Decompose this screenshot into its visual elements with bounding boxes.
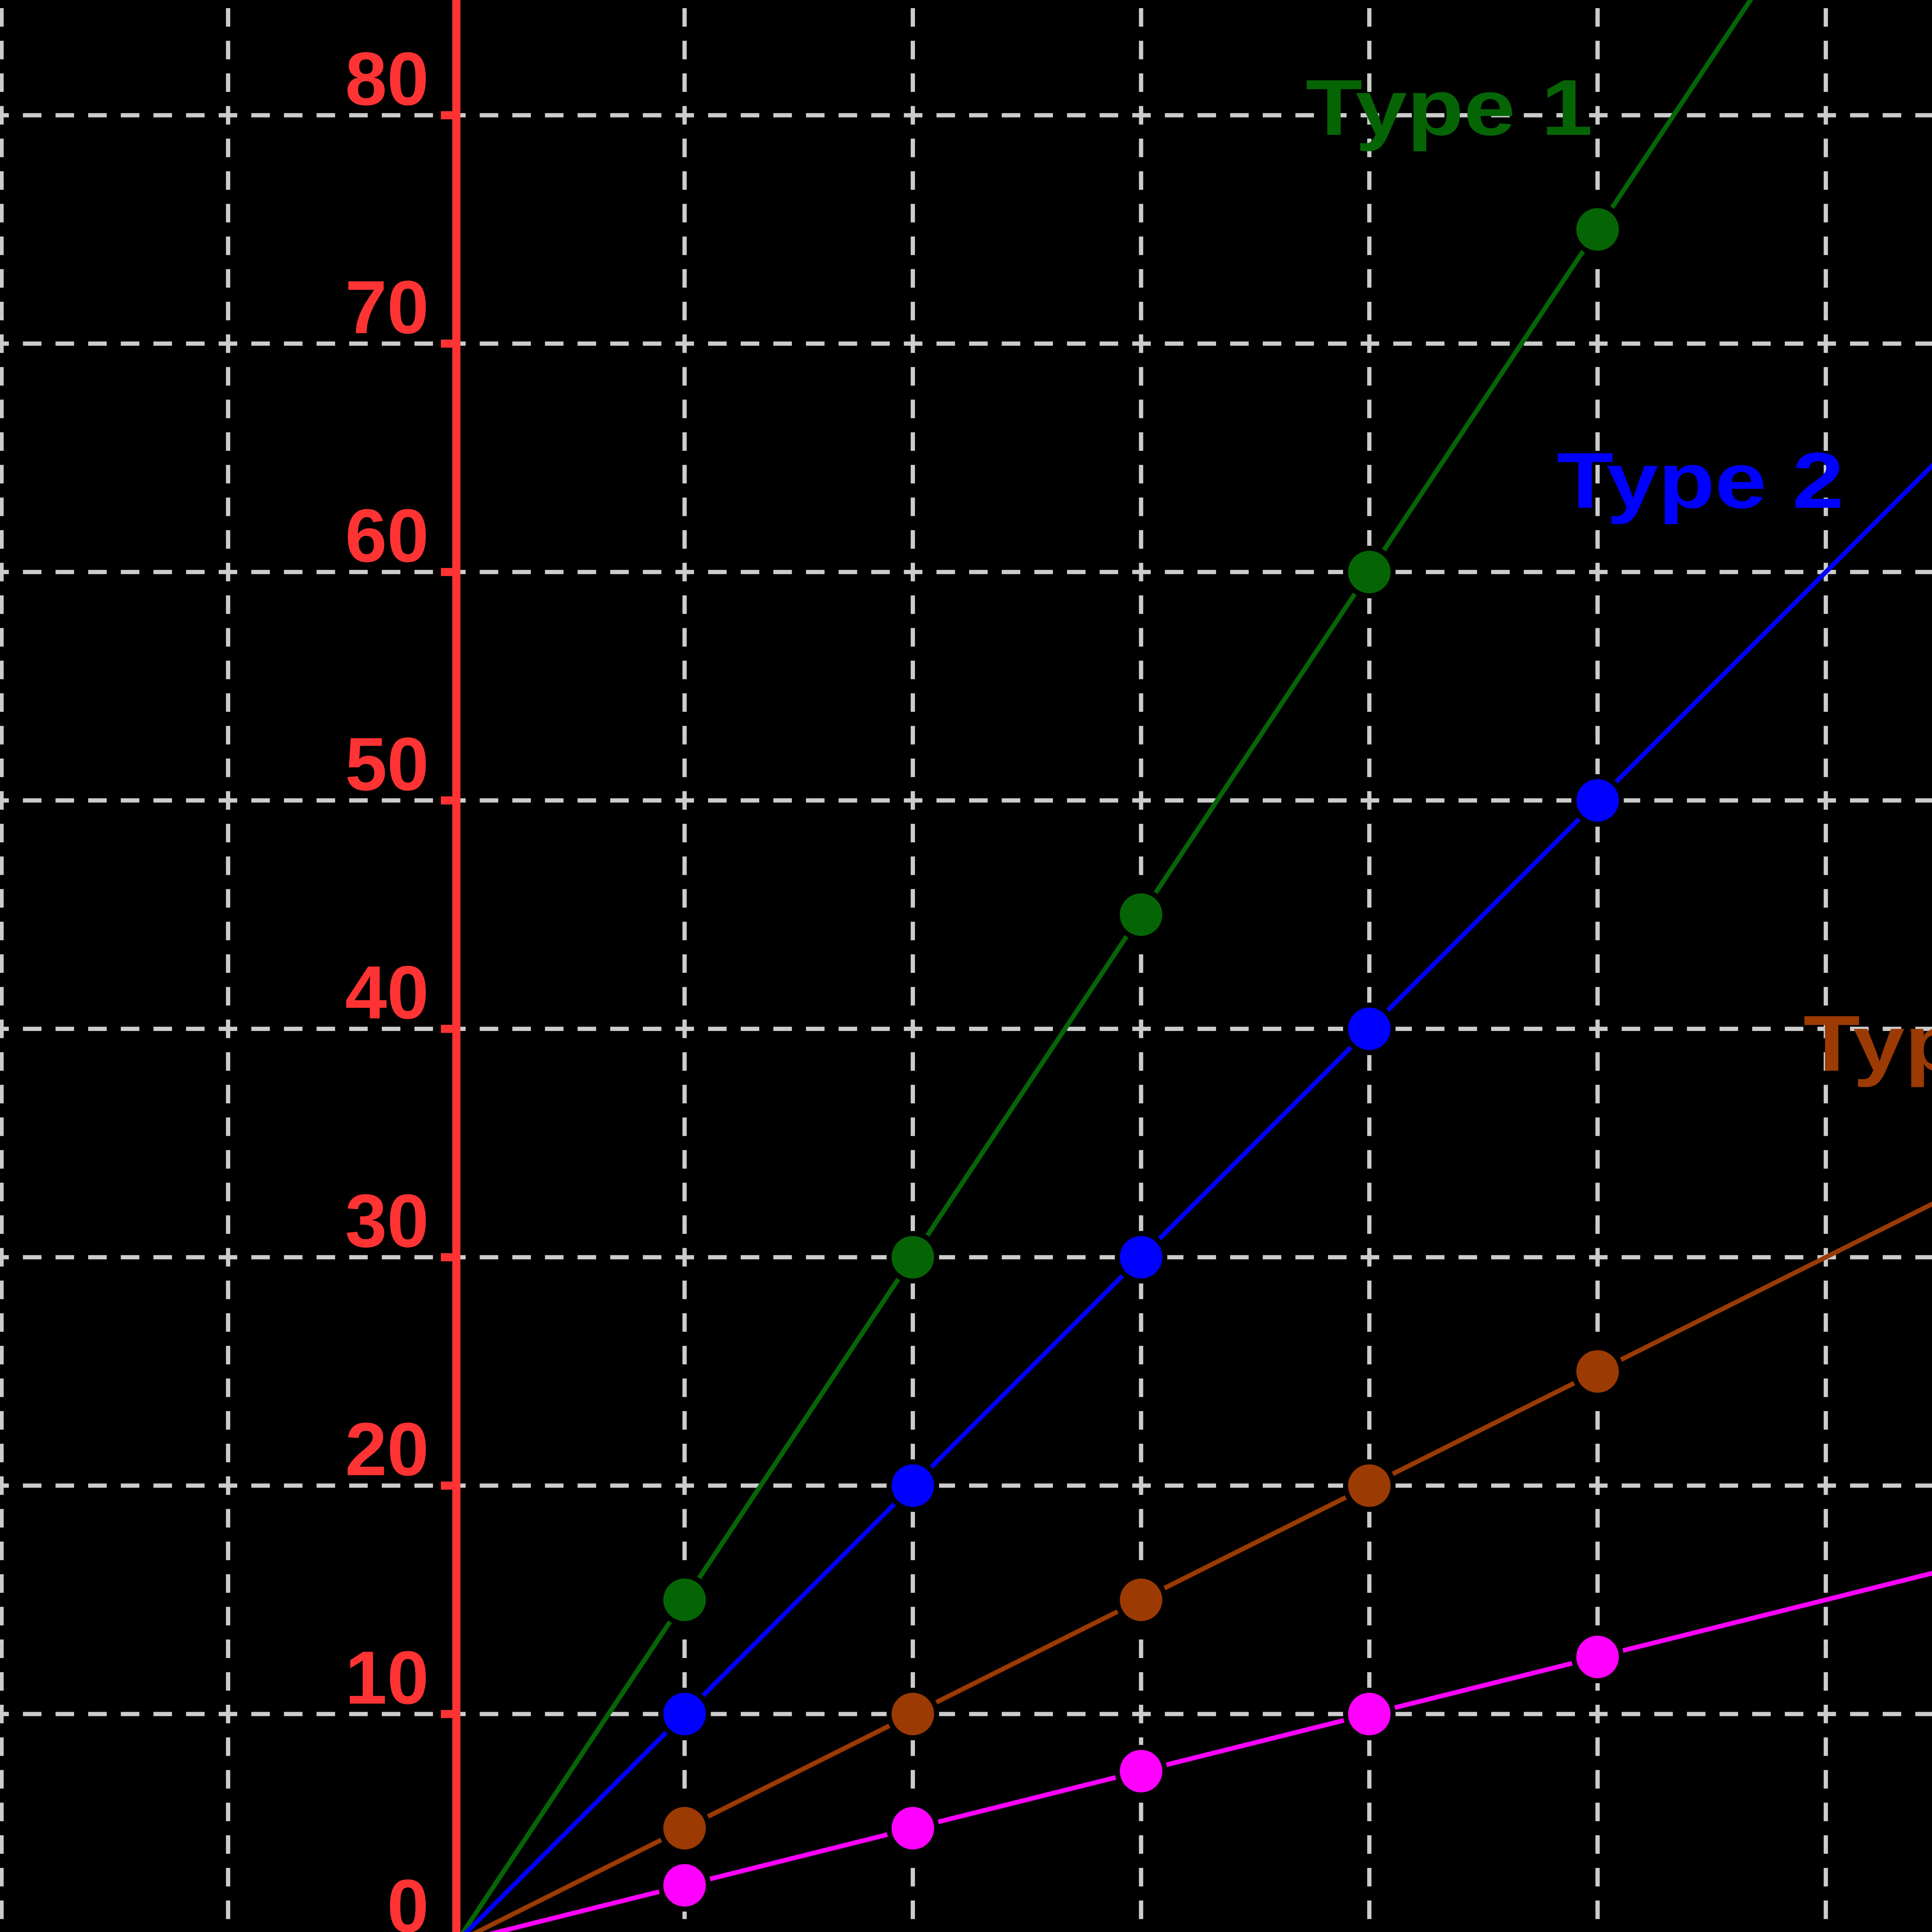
svg-text:Type 2: Type 2 — [1557, 436, 1844, 525]
svg-text:10: 10 — [345, 1636, 429, 1720]
svg-text:20: 20 — [345, 1407, 429, 1492]
svg-text:0: 0 — [387, 1864, 429, 1932]
svg-text:30: 30 — [345, 1179, 429, 1263]
svg-text:70: 70 — [345, 265, 429, 349]
svg-text:Type 1: Type 1 — [1306, 63, 1593, 152]
svg-text:60: 60 — [345, 493, 429, 578]
svg-text:50: 50 — [345, 722, 429, 806]
svg-text:80: 80 — [345, 37, 429, 121]
svg-text:Type 3: Type 3 — [1803, 999, 1932, 1088]
svg-text:40: 40 — [345, 951, 429, 1035]
